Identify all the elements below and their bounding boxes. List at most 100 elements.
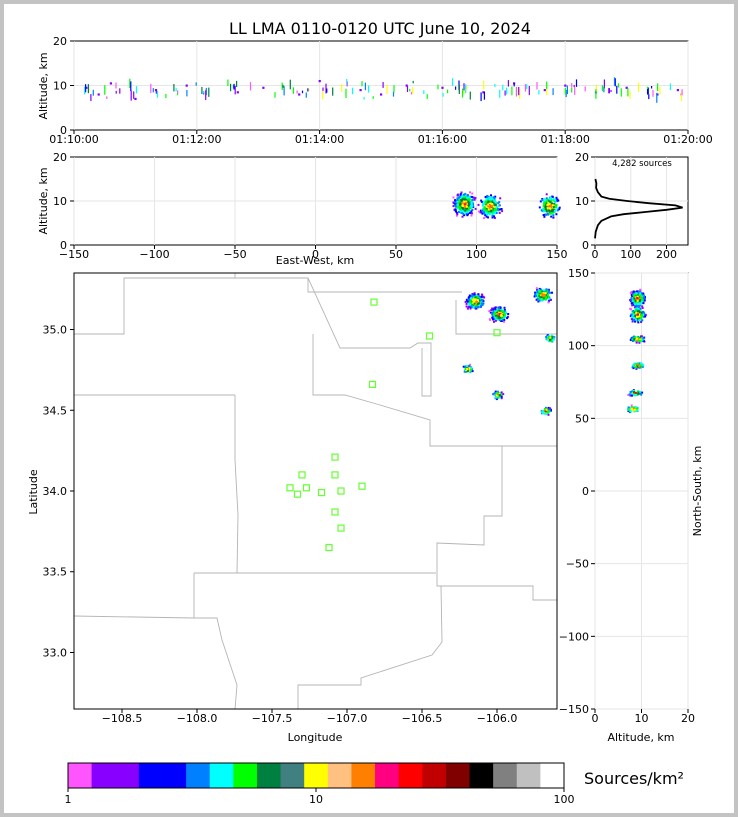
- plan-view-source: [540, 298, 543, 301]
- plan-view-source: [465, 305, 468, 308]
- altitude-ns-point: [635, 307, 638, 310]
- altitude-ns-point: [638, 390, 641, 393]
- time-altitude-streak: [135, 86, 138, 94]
- plan-view-source: [472, 295, 475, 298]
- ew-altitude-point: [459, 193, 462, 196]
- plan-view-source: [493, 307, 496, 310]
- plan-view-source: [498, 392, 501, 395]
- time-altitude-streak: [463, 90, 465, 94]
- plan-view-source: [494, 390, 497, 393]
- plan-view-source: [500, 397, 503, 400]
- ew-altitude-point: [466, 214, 469, 217]
- ew-altitude-point: [488, 204, 491, 207]
- ew-altitude-point: [553, 201, 556, 204]
- plan-view-source: [494, 306, 497, 309]
- ew-altitude-point: [550, 215, 553, 218]
- plan-view-source: [468, 303, 471, 306]
- time-altitude-point: [380, 93, 383, 96]
- ew-altitude-point: [461, 211, 464, 214]
- ew-altitude-point: [550, 204, 553, 207]
- ew-altitude-point: [489, 198, 492, 201]
- ew-altitude-point: [460, 191, 463, 194]
- time-altitude-streak: [368, 85, 370, 93]
- time-altitude-streak: [648, 94, 650, 100]
- ew-altitude-point: [544, 201, 546, 204]
- ew-altitude-point: [488, 198, 491, 201]
- plan-view-source: [494, 318, 497, 321]
- time-altitude-streak: [234, 85, 236, 95]
- time-altitude-streak: [526, 84, 528, 90]
- altitude-ns-point: [641, 293, 643, 296]
- time-altitude-streak: [651, 86, 653, 89]
- plan-view-source: [537, 293, 540, 296]
- plan-view-source: [502, 393, 505, 396]
- altitude-ns-point: [641, 391, 644, 394]
- plan-view-source: [547, 292, 550, 295]
- altitude-ns-point: [630, 391, 633, 394]
- ew-altitude-point: [463, 204, 466, 207]
- plan-view-source: [544, 293, 546, 296]
- plan-view-source: [551, 339, 554, 342]
- plan-view-source: [470, 366, 473, 369]
- plan-view-source: [466, 307, 469, 310]
- ew-altitude-points: [452, 191, 561, 220]
- plan-view-x-tick-label: −107.0: [327, 712, 368, 725]
- colorbar-ticks: 1 10 100: [65, 788, 575, 806]
- time-altitude-streak: [515, 86, 517, 97]
- lma-station-marker: [298, 471, 306, 479]
- altitude-ns-point: [636, 300, 639, 303]
- altitude-ns-point: [637, 336, 640, 339]
- ew-altitude-point: [545, 205, 548, 208]
- altitude-ns-point: [633, 306, 636, 309]
- time-altitude-streak: [289, 79, 291, 90]
- ew-altitude-point: [454, 201, 457, 204]
- ew-altitude-point: [484, 210, 487, 213]
- colorbar-cell: [68, 763, 93, 788]
- ew-altitude-x-tick-label: 50: [389, 248, 403, 261]
- altitude-ns-point: [638, 313, 641, 316]
- colorbar-cell: [256, 763, 281, 788]
- ew-altitude-point: [547, 205, 550, 208]
- colorbar-cell: [351, 763, 376, 788]
- ew-altitude-point: [454, 199, 457, 202]
- time-altitude-streak: [601, 85, 603, 92]
- plan-view-source: [541, 294, 544, 297]
- plan-view-source: [491, 316, 494, 319]
- plan-view-source: [463, 370, 466, 373]
- ew-altitude-point: [459, 210, 462, 213]
- time-altitude-streak: [129, 78, 131, 88]
- plan-view-source: [493, 320, 495, 323]
- ew-altitude-point: [492, 196, 495, 199]
- plan-view-source: [502, 316, 505, 319]
- plan-view-source: [480, 298, 483, 301]
- ew-altitude-point: [463, 193, 465, 196]
- altitude-ns-point: [632, 312, 635, 315]
- ew-altitude-point: [480, 200, 483, 203]
- time-altitude-streak: [499, 89, 501, 98]
- ew-altitude-point: [481, 204, 484, 207]
- plan-view-y-ticks: 33.0 33.5 34.0 34.5 35.0: [43, 324, 74, 659]
- ew-altitude-point: [551, 202, 553, 205]
- altitude-ns-point: [636, 364, 639, 367]
- plan-view-source: [481, 303, 484, 306]
- time-altitude-streak: [552, 88, 554, 96]
- altitude-ns-y-ticks: −150 −100 −50 0 50 100 150: [559, 267, 595, 716]
- time-altitude-streak: [637, 82, 640, 92]
- altitude-ns-y-tick-label: −100: [559, 630, 589, 643]
- plan-view-source: [552, 338, 555, 341]
- plan-view-source: [546, 294, 549, 296]
- time-altitude-x-tick-label: 01:12:00: [172, 133, 221, 146]
- histogram-x-tick-label: 200: [656, 248, 677, 261]
- plan-view-source: [497, 396, 500, 399]
- time-altitude-point: [97, 93, 100, 96]
- ew-altitude-point: [548, 199, 551, 202]
- ew-altitude-y-tick-label: 10: [53, 195, 67, 208]
- altitude-ns-y-tick-label: 100: [568, 340, 589, 353]
- time-altitude-streak: [173, 84, 175, 92]
- ew-altitude-point: [497, 202, 500, 205]
- time-altitude-streak: [296, 90, 298, 94]
- time-altitude-streak: [230, 83, 232, 92]
- colorbar-cell: [327, 763, 352, 788]
- plan-view-x-tick-label: −108.5: [102, 712, 143, 725]
- ew-altitude-point: [493, 199, 496, 201]
